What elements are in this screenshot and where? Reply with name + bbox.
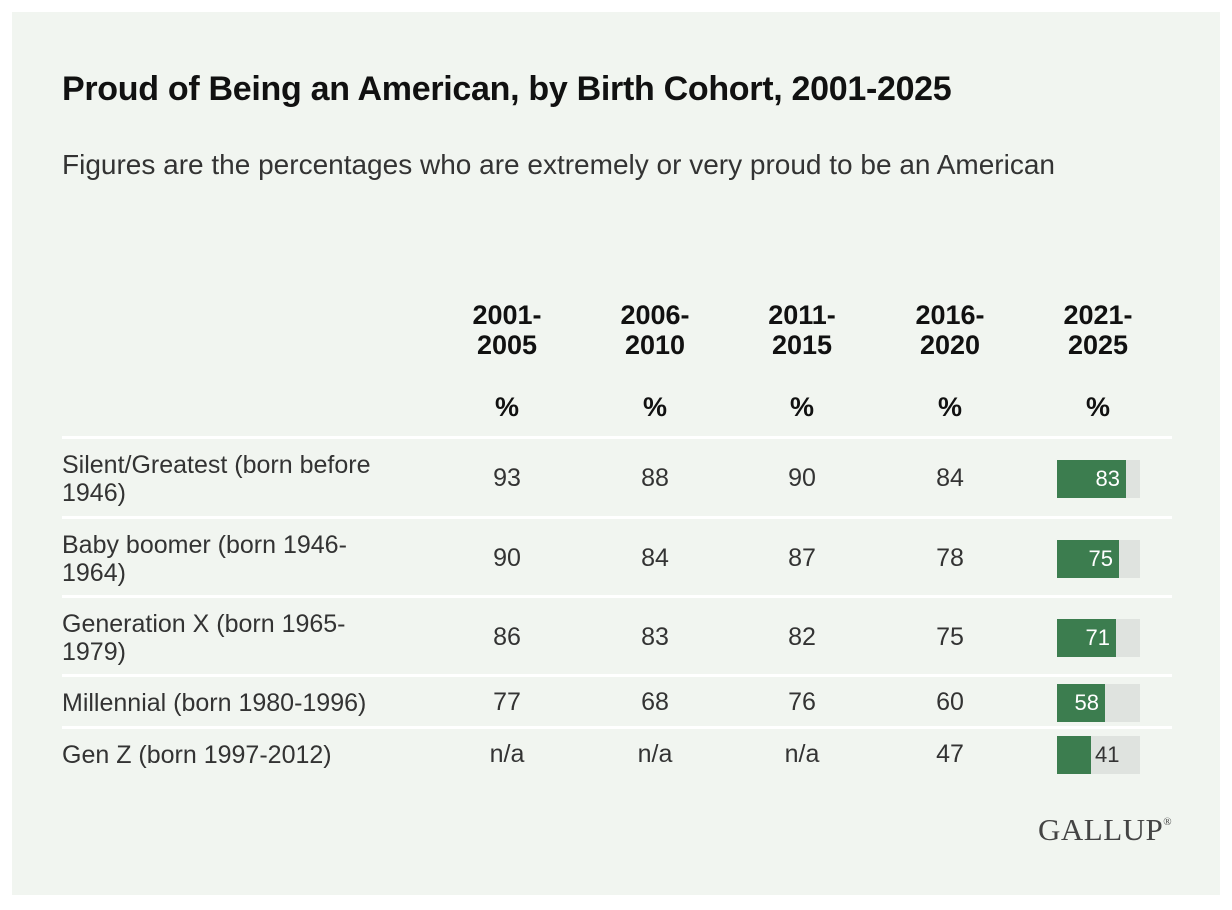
table-cell: 60 xyxy=(936,688,964,716)
row-divider xyxy=(62,516,1172,519)
row-label: Baby boomer (born 1946-1964) xyxy=(62,530,347,587)
row-label: Millennial (born 1980-1996) xyxy=(62,689,367,717)
bar-value-label: 83 xyxy=(1095,466,1120,491)
table-cell: 88 xyxy=(641,464,669,492)
table-cell: n/a xyxy=(637,740,673,768)
chart-title: Proud of Being an American, by Birth Coh… xyxy=(62,70,952,108)
column-unit: % xyxy=(789,392,814,422)
column-header: 2016- 2020 xyxy=(915,300,985,360)
bar-fill xyxy=(1057,539,1119,578)
bar-track: 75 xyxy=(1057,539,1140,578)
table-cell: 68 xyxy=(641,688,669,716)
bar-fill xyxy=(1057,684,1105,722)
column-unit: % xyxy=(937,392,962,422)
table-cell: n/a xyxy=(784,740,820,768)
column-header: 2006- 2010 xyxy=(620,300,690,360)
table-cell: 86 xyxy=(493,622,521,651)
column-header: 2011- 2015 xyxy=(768,300,836,360)
table-cell: 82 xyxy=(788,622,816,651)
bar-value-label: 41 xyxy=(1095,742,1120,767)
bar-track: 41 xyxy=(1057,736,1140,774)
bar-track: 71 xyxy=(1057,618,1140,657)
bar-value-label: 58 xyxy=(1074,690,1099,715)
chart-card: Proud of Being an American, by Birth Coh… xyxy=(12,12,1220,895)
table-cell: 83 xyxy=(641,622,669,651)
table-cell: 76 xyxy=(788,688,816,716)
column-header: 2001- 2005 xyxy=(472,300,542,360)
table-cell: 84 xyxy=(641,543,669,572)
logo-text: GALLUP xyxy=(1038,812,1164,847)
row-divider xyxy=(62,674,1172,677)
row-label: Silent/Greatest (born before 1946) xyxy=(62,451,371,507)
bar-value-label: 75 xyxy=(1088,545,1113,571)
table-cell: n/a xyxy=(489,740,525,768)
row-label: Generation X (born 1965-1979) xyxy=(62,609,346,666)
table-cell: 90 xyxy=(788,464,816,492)
row-label: Gen Z (born 1997-2012) xyxy=(62,741,332,769)
table-cell: 77 xyxy=(493,688,521,716)
bar-fill xyxy=(1057,618,1116,657)
registered-mark: ® xyxy=(1163,816,1173,828)
table-cell: 90 xyxy=(493,543,521,572)
bar-fill xyxy=(1057,460,1126,498)
table-cell: 75 xyxy=(936,622,964,651)
bar-value-label: 71 xyxy=(1085,624,1110,650)
column-unit: % xyxy=(494,392,519,422)
column-unit: % xyxy=(1085,392,1110,422)
table-cell: 87 xyxy=(788,543,816,572)
row-divider xyxy=(62,726,1172,729)
gallup-logo: GALLUP® xyxy=(1038,812,1172,848)
table-cell: 84 xyxy=(936,464,964,492)
row-divider xyxy=(62,436,1172,439)
chart-subtitle: Figures are the percentages who are extr… xyxy=(62,149,1055,180)
bar-track: 83 xyxy=(1057,460,1140,498)
table-cell: 47 xyxy=(936,740,964,768)
row-divider xyxy=(62,595,1172,598)
table-cell: 78 xyxy=(936,543,964,572)
table-cell: 93 xyxy=(493,464,521,492)
column-header: 2021- 2025 xyxy=(1063,300,1133,360)
bar-fill xyxy=(1057,736,1091,774)
bar-track: 58 xyxy=(1057,684,1140,722)
column-unit: % xyxy=(642,392,667,422)
